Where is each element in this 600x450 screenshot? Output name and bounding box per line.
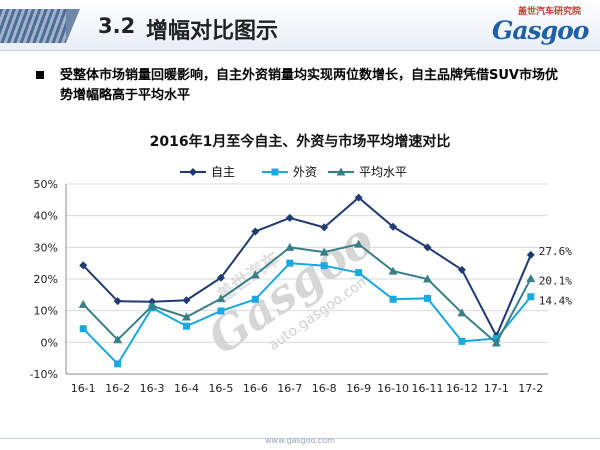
data-point xyxy=(79,261,88,270)
data-point xyxy=(113,335,123,344)
data-point xyxy=(217,307,225,315)
gasgoo-logo: 盖世汽车研究院 Gasgoo xyxy=(492,4,592,46)
chart-title: 2016年1月至今自主、外资与市场平均增速对比 xyxy=(149,134,451,150)
x-tick-label: 16-12 xyxy=(446,382,478,395)
data-point xyxy=(78,299,88,308)
x-tick-label: 16-1 xyxy=(71,382,96,395)
data-point xyxy=(457,265,466,274)
data-point xyxy=(271,168,279,176)
y-tick-label: 0% xyxy=(41,336,58,349)
data-point xyxy=(114,360,122,368)
data-point xyxy=(423,274,432,283)
data-point xyxy=(182,312,191,321)
series-line-foreign xyxy=(82,262,532,366)
y-tick-label: 10% xyxy=(34,305,58,318)
legend-label: 自主 xyxy=(211,165,235,179)
page-title: 增幅对比图示 xyxy=(146,19,279,44)
logo-cn-text: 盖世汽车研究院 xyxy=(518,7,582,17)
footer-url: www.gasgoo.com xyxy=(265,436,335,445)
x-tick-label: 17-1 xyxy=(484,382,509,395)
data-point xyxy=(388,266,398,275)
x-tick-label: 16-5 xyxy=(208,382,233,395)
data-point xyxy=(389,222,398,231)
y-tick-label: -10% xyxy=(30,368,58,381)
data-point xyxy=(423,243,432,252)
series-line-domestic xyxy=(82,196,532,339)
data-point xyxy=(457,308,467,317)
legend-label: 平均水平 xyxy=(359,165,407,179)
x-tick-label: 16-10 xyxy=(377,382,409,395)
end-value-label-domestic: 27.6% xyxy=(539,245,572,258)
data-point xyxy=(183,322,190,330)
end-value-label-average: 20.1% xyxy=(539,275,572,288)
data-point xyxy=(216,273,225,282)
data-point xyxy=(251,295,259,303)
data-point xyxy=(216,294,226,303)
legend-item-average: 平均水平 xyxy=(328,165,407,179)
x-tick-label: 16-2 xyxy=(105,382,130,395)
legend-label: 外资 xyxy=(293,165,317,179)
data-point xyxy=(320,223,329,232)
data-point xyxy=(285,242,295,251)
x-tick-label: 16-8 xyxy=(312,382,337,395)
series-line-average xyxy=(82,243,532,345)
data-point xyxy=(182,296,191,305)
data-point xyxy=(79,325,87,333)
data-point xyxy=(354,239,364,248)
legend-item-domestic: 自主 xyxy=(180,165,235,179)
y-tick-label: 40% xyxy=(34,210,58,223)
x-tick-label: 16-11 xyxy=(412,382,444,395)
section-number: 3.2 xyxy=(98,14,136,38)
x-tick-label: 16-4 xyxy=(174,382,199,395)
data-point xyxy=(113,297,122,306)
x-tick-label: 16-6 xyxy=(243,382,268,395)
data-point xyxy=(189,168,197,176)
end-value-label-foreign: 14.4% xyxy=(539,295,572,308)
data-point xyxy=(147,301,157,310)
data-point xyxy=(389,295,397,303)
bullet-text: 受整体市场销量回暖影响，自主外资销量均实现两位数增长，自主品牌凭借SUV市场优势… xyxy=(60,68,558,103)
x-tick-label: 16-3 xyxy=(140,382,165,395)
legend-item-foreign: 外资 xyxy=(262,165,317,179)
x-tick-label: 17-2 xyxy=(518,382,543,395)
data-point xyxy=(285,213,294,222)
series-average xyxy=(78,239,536,347)
data-point xyxy=(526,274,536,283)
data-point xyxy=(355,269,363,277)
data-point xyxy=(250,270,260,279)
slide-header: 3.2 增幅对比图示 盖世汽车研究院 Gasgoo xyxy=(0,0,600,51)
data-point xyxy=(320,262,328,270)
data-point xyxy=(458,337,466,345)
y-tick-label: 30% xyxy=(34,241,58,254)
logo-en-text: Gasgoo xyxy=(492,16,589,45)
data-point xyxy=(354,193,363,202)
bullet-square-icon xyxy=(36,71,44,79)
header-stripe-decoration xyxy=(0,9,80,43)
data-point xyxy=(336,167,346,176)
x-tick-label: 16-7 xyxy=(277,382,302,395)
data-point xyxy=(527,293,535,301)
data-point xyxy=(424,294,431,302)
data-point xyxy=(319,247,329,256)
data-point xyxy=(286,259,294,267)
y-tick-label: 50% xyxy=(34,178,58,191)
data-point xyxy=(491,338,501,347)
data-point xyxy=(526,250,535,259)
data-point xyxy=(251,227,260,236)
x-tick-label: 16-9 xyxy=(346,382,371,395)
footer-divider xyxy=(0,438,600,439)
y-tick-label: 20% xyxy=(34,273,58,286)
